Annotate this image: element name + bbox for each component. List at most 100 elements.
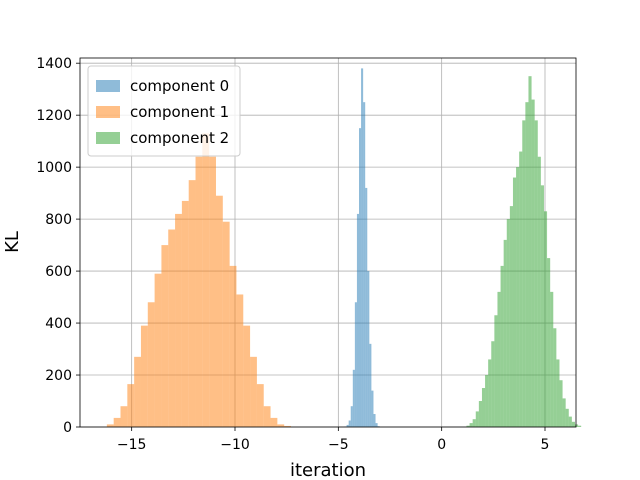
histogram-bar: [215, 195, 223, 427]
histogram-bar: [181, 200, 189, 427]
histogram-bar: [528, 76, 532, 428]
histogram-bar: [497, 291, 501, 427]
legend-label: component 0: [130, 77, 229, 95]
histogram-bar: [195, 156, 203, 428]
histogram-bar: [469, 423, 473, 427]
y-tick-label: 1000: [36, 160, 72, 176]
legend: component 0 component 1 component 2: [87, 65, 241, 157]
histogram-bar: [531, 99, 535, 428]
histogram-bar: [547, 258, 551, 427]
histogram-bar: [354, 302, 357, 427]
histogram-bar: [188, 180, 196, 427]
histogram-bar: [134, 356, 141, 427]
histogram-bar: [475, 411, 479, 427]
histogram-bar: [516, 167, 520, 427]
histogram-bar: [500, 265, 504, 427]
histogram-bar: [466, 425, 470, 427]
histogram-bar: [373, 414, 376, 427]
plot-frame: [79, 57, 577, 428]
histogram-bar: [550, 291, 554, 427]
legend-box: [87, 65, 241, 157]
y-tick-label: 200: [45, 368, 72, 384]
histogram-bar: [534, 120, 538, 427]
histogram-bar: [485, 375, 489, 427]
histogram-bar: [363, 102, 366, 427]
y-tick-label: 1200: [36, 108, 72, 124]
histogram-bar: [543, 211, 548, 427]
histogram-bar: [168, 229, 176, 427]
histogram-bar: [559, 380, 563, 427]
histogram-bar: [250, 356, 257, 427]
y-tick-label: 0: [63, 420, 72, 436]
histogram-bar: [270, 417, 278, 427]
histogram-bar: [359, 128, 362, 427]
histogram-bar: [229, 265, 237, 427]
legend-label: component 1: [130, 103, 229, 121]
histogram-bar: [574, 424, 579, 427]
histogram-bar: [365, 187, 368, 427]
histogram-bar: [488, 359, 492, 427]
histogram-bar: [175, 213, 182, 427]
histogram-bar: [537, 156, 541, 428]
legend-swatch: [96, 106, 120, 118]
legend-label: component 2: [130, 129, 229, 147]
histogram-bar: [346, 424, 349, 427]
histogram-bar: [494, 315, 498, 427]
histogram-bar: [568, 416, 572, 427]
histogram-bar: [509, 206, 513, 427]
histogram-bar: [106, 424, 114, 427]
histogram-bar: [154, 273, 162, 427]
x-tick-label: −15: [117, 437, 147, 453]
ticks-layer: −15 −10 −5 0 5 0 200 400 600 800 1000 1200 1400: [36, 56, 549, 453]
legend-swatch: [96, 132, 120, 144]
histogram-bar: [361, 68, 364, 428]
histogram-bar: [127, 384, 135, 427]
histogram-bar: [512, 177, 517, 427]
histogram-bar: [113, 417, 121, 427]
histogram-bar: [209, 156, 216, 428]
histogram-bar: [284, 425, 292, 427]
y-tick-label: 400: [45, 316, 72, 332]
histogram-bar: [350, 406, 353, 427]
x-tick-label: 5: [541, 437, 550, 453]
legend-swatch: [96, 80, 120, 92]
histogram-bar: [522, 120, 526, 427]
histogram-bar: [356, 213, 359, 427]
histogram-bar: [236, 294, 244, 427]
histogram-bar: [506, 219, 510, 427]
histogram-bar: [222, 221, 230, 427]
histogram-bar: [578, 425, 582, 427]
histogram-bar: [369, 343, 372, 427]
histogram-bar: [503, 239, 507, 427]
histogram-bar: [348, 420, 351, 427]
histogram-bar: [256, 384, 264, 427]
y-tick-label: 800: [45, 212, 72, 228]
histogram-bar: [120, 406, 128, 427]
histogram-bar: [243, 325, 251, 427]
histogram-bar: [571, 421, 575, 427]
histogram-bar: [140, 325, 148, 427]
histogram-bar: [352, 369, 355, 427]
histogram-bar: [478, 401, 482, 427]
histogram-bar: [375, 423, 378, 427]
bars-layer: [106, 68, 582, 428]
x-axis-label: iteration: [290, 460, 366, 480]
histogram-bar: [481, 388, 486, 427]
histogram-bar: [202, 133, 210, 427]
x-tick-label: 0: [437, 437, 446, 453]
histogram-bar: [263, 406, 271, 427]
y-tick-label: 1400: [36, 56, 72, 72]
histogram-bar: [367, 271, 370, 427]
x-tick-label: −10: [220, 437, 250, 453]
histogram-bar: [472, 419, 476, 427]
histogram-bar: [562, 398, 566, 427]
histogram-bar: [553, 328, 557, 427]
histogram-bar: [565, 408, 569, 427]
histogram-bar: [371, 390, 374, 427]
x-tick-label: −5: [328, 437, 349, 453]
histogram-bar: [540, 185, 544, 427]
histogram-bar: [277, 424, 285, 427]
histogram-bar: [525, 102, 529, 427]
y-tick-label: 600: [45, 264, 72, 280]
y-axis-label: KL: [2, 231, 23, 253]
